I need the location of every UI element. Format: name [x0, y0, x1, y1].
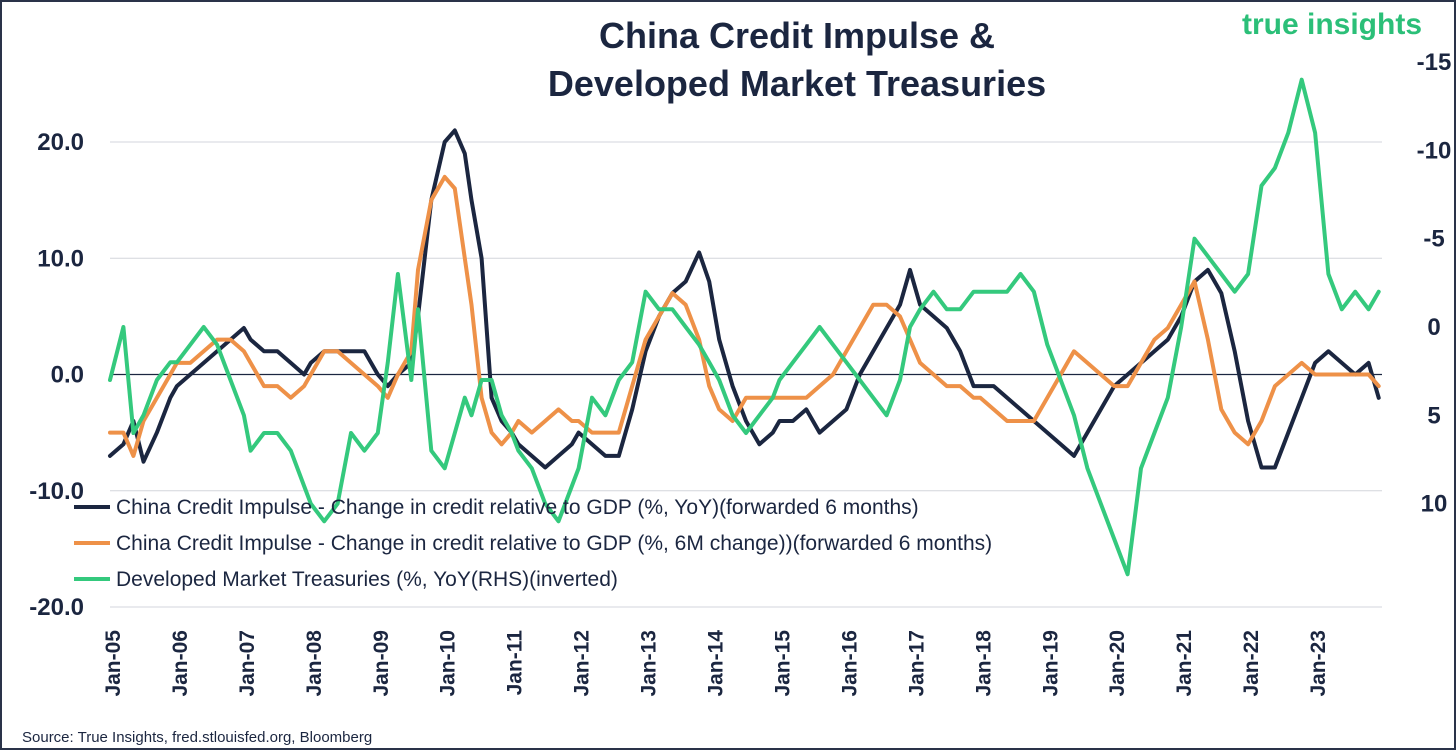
series-line-2 [108, 174, 1381, 458]
legend-label-1: China Credit Impulse - Change in credit … [116, 496, 919, 519]
x-tick-label: Jan-14 [705, 630, 728, 697]
x-axis: Jan-05 Jan-06 Jan-07 Jan-08 Jan-09 Jan-10 Jan-… [102, 630, 1330, 697]
x-tick-label: Jan-10 [437, 630, 460, 697]
x-tick-label: Jan-07 [236, 630, 259, 697]
legend: China Credit Impulse - Change in credit … [74, 496, 992, 591]
x-tick-label: Jan-21 [1173, 630, 1196, 697]
series-line-1 [108, 128, 1381, 470]
x-tick-label: Jan-13 [638, 630, 661, 697]
right-axis: -15 -10 -5 0 5 10 [1417, 49, 1452, 518]
x-tick-label: Jan-22 [1240, 630, 1263, 697]
x-tick-label: Jan-15 [771, 630, 794, 697]
y-right-tick-label: -15 [1417, 49, 1452, 76]
chart-title: China Credit Impulse & [599, 15, 995, 56]
x-tick-label: Jan-09 [370, 630, 393, 697]
chart-title-line2: Developed Market Treasuries [548, 63, 1046, 104]
y-left-tick-label: 10.0 [37, 245, 84, 272]
x-tick-label: Jan-23 [1307, 630, 1330, 697]
x-tick-label: Jan-05 [102, 630, 125, 697]
x-tick-label: Jan-18 [972, 630, 995, 697]
legend-label-3: Developed Market Treasuries (%, YoY(RHS)… [116, 568, 618, 591]
x-tick-label: Jan-12 [571, 630, 594, 697]
gridlines [110, 141, 1382, 608]
y-right-tick-label: 0 [1427, 314, 1440, 341]
source-note: Source: True Insights, fred.stlouisfed.o… [22, 729, 372, 746]
x-tick-label: Jan-11 [504, 630, 527, 696]
x-tick-label: Jan-06 [169, 630, 192, 697]
x-tick-label: Jan-19 [1039, 630, 1062, 697]
y-right-tick-label: -5 [1423, 226, 1444, 253]
y-left-tick-label: -20.0 [29, 594, 84, 621]
x-tick-label: Jan-16 [838, 630, 861, 697]
y-right-tick-label: 5 [1427, 402, 1440, 429]
legend-label-2: China Credit Impulse - Change in credit … [116, 532, 992, 555]
series-line-3 [108, 77, 1381, 577]
x-tick-label: Jan-08 [303, 630, 326, 697]
left-axis: 20.0 10.0 0.0 -10.0 -20.0 [29, 129, 84, 621]
y-left-tick-label: -10.0 [29, 478, 84, 505]
y-right-tick-label: 10 [1421, 491, 1448, 518]
x-tick-label: Jan-17 [905, 630, 928, 697]
x-tick-label: Jan-20 [1106, 630, 1129, 697]
brand-logo: true insights [1242, 8, 1422, 41]
y-left-tick-label: 20.0 [37, 129, 84, 156]
y-left-tick-label: 0.0 [51, 362, 84, 389]
y-right-tick-label: -10 [1417, 137, 1452, 164]
series-layer [108, 77, 1381, 577]
